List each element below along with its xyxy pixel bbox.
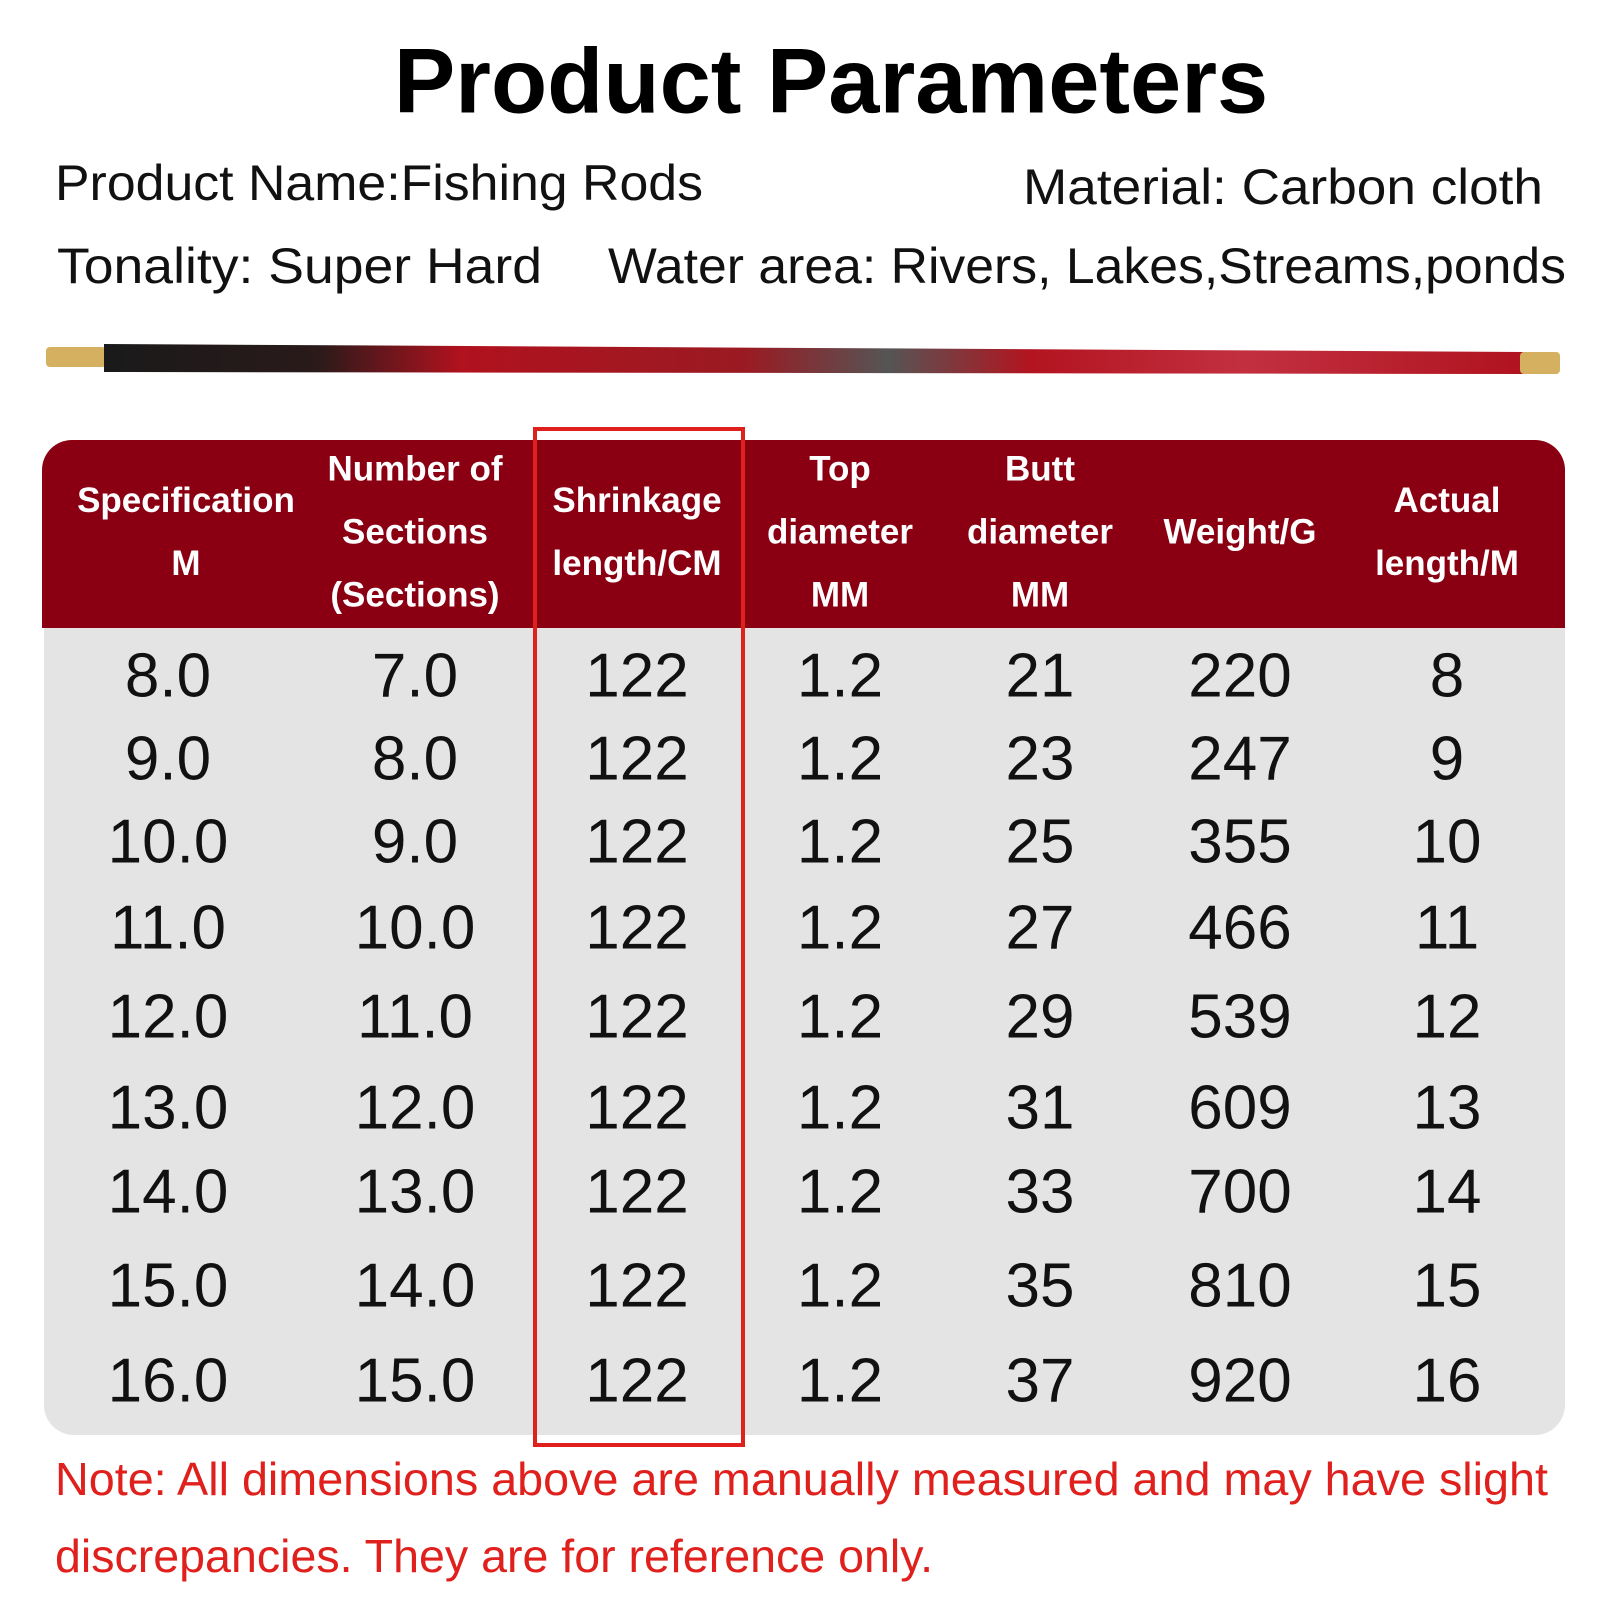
- table-cell: 15.0: [355, 1346, 476, 1415]
- table-cell: 13.0: [355, 1157, 476, 1226]
- table-cell: 355: [1188, 807, 1291, 876]
- table-cell: 31: [1006, 1073, 1075, 1142]
- table-cell: 122: [585, 893, 688, 962]
- table-cell: 810: [1188, 1251, 1291, 1320]
- table-cell: 8: [1430, 641, 1464, 710]
- table-cell: 14: [1413, 1157, 1482, 1226]
- column-header: MM: [1011, 575, 1069, 614]
- table-cell: 12: [1413, 982, 1482, 1051]
- table-cell: 8.0: [125, 641, 211, 710]
- table-cell: 122: [585, 982, 688, 1051]
- table-cell: 33: [1006, 1157, 1075, 1226]
- table-cell: 1.2: [797, 641, 883, 710]
- table-cell: 12.0: [355, 1073, 476, 1142]
- rod-image: [46, 344, 1560, 374]
- table-cell: 7.0: [372, 641, 458, 710]
- table-cell: 539: [1188, 982, 1291, 1051]
- highlight-box: [533, 427, 745, 1447]
- table-cell: 700: [1188, 1157, 1291, 1226]
- table-cell: 1.2: [797, 724, 883, 793]
- column-header: length/M: [1375, 544, 1519, 583]
- column-header: diameter: [967, 512, 1113, 551]
- table-cell: 21: [1006, 641, 1075, 710]
- table-cell: 14.0: [355, 1251, 476, 1320]
- table-cell: 122: [585, 1157, 688, 1226]
- table-cell: 122: [585, 1073, 688, 1142]
- table-cell: 9: [1430, 724, 1464, 793]
- rod-cap: [46, 347, 106, 367]
- column-header: M: [171, 544, 200, 583]
- table-cell: 10: [1413, 807, 1482, 876]
- table-cell: 122: [585, 641, 688, 710]
- table-cell: 10.0: [108, 807, 229, 876]
- table-cell: 15: [1413, 1251, 1482, 1320]
- water-area: Water area: Rivers, Lakes,Streams,ponds: [608, 238, 1566, 294]
- table-cell: 27: [1006, 893, 1075, 962]
- table-cell: 11.0: [357, 982, 473, 1051]
- table-cell: 122: [585, 1251, 688, 1320]
- table-cell: 11.0: [110, 893, 226, 962]
- rod-body: [104, 344, 1530, 374]
- table-cell: 9.0: [125, 724, 211, 793]
- column-header: length/CM: [552, 544, 721, 583]
- column-header: MM: [811, 575, 869, 614]
- table-cell: 920: [1188, 1346, 1291, 1415]
- column-header: Sections: [342, 512, 488, 551]
- table-cell: 12.0: [108, 982, 229, 1051]
- table-cell: 15.0: [108, 1251, 229, 1320]
- table-cell: 1.2: [797, 1251, 883, 1320]
- table-cell: 247: [1188, 724, 1291, 793]
- column-header: Actual: [1394, 481, 1501, 520]
- table-cell: 25: [1006, 807, 1075, 876]
- table-cell: 1.2: [797, 1073, 883, 1142]
- table-cell: 13: [1413, 1073, 1482, 1142]
- column-header: (Sections): [330, 575, 499, 614]
- product-name: Product Name:Fishing Rods: [55, 155, 703, 211]
- note-line: discrepancies. They are for reference on…: [55, 1530, 933, 1582]
- column-header: Shrinkage: [552, 481, 721, 520]
- note-line: Note: All dimensions above are manually …: [55, 1453, 1548, 1505]
- table-cell: 8.0: [372, 724, 458, 793]
- table-cell: 1.2: [797, 893, 883, 962]
- column-header: diameter: [767, 512, 913, 551]
- table-body-bg: [44, 628, 1565, 1435]
- table-cell: 13.0: [108, 1073, 229, 1142]
- title: Product Parameters: [394, 30, 1268, 132]
- table-cell: 1.2: [797, 982, 883, 1051]
- table-cell: 16.0: [108, 1346, 229, 1415]
- table-cell: 122: [585, 724, 688, 793]
- table-cell: 9.0: [372, 807, 458, 876]
- table-cell: 1.2: [797, 807, 883, 876]
- rod-cap: [1520, 352, 1560, 374]
- table-cell: 609: [1188, 1073, 1291, 1142]
- table-cell: 466: [1188, 893, 1291, 962]
- column-header: Number of: [328, 449, 503, 488]
- tonality: Tonality: Super Hard: [57, 238, 542, 294]
- table-header-bg: [42, 440, 1565, 628]
- table-cell: 11: [1415, 893, 1479, 962]
- table-cell: 122: [585, 1346, 688, 1415]
- column-header: Top: [809, 449, 871, 488]
- table-cell: 10.0: [355, 893, 476, 962]
- table: Specification M Number of Sections (Sections…: [77, 449, 1519, 1415]
- table-cell: 35: [1006, 1251, 1075, 1320]
- column-header: Butt: [1005, 449, 1075, 488]
- column-header: Specification: [77, 481, 295, 520]
- column-header: Weight/G: [1164, 512, 1317, 551]
- table-cell: 16: [1413, 1346, 1482, 1415]
- table-cell: 1.2: [797, 1157, 883, 1226]
- table-cell: 1.2: [797, 1346, 883, 1415]
- table-cell: 122: [585, 807, 688, 876]
- table-cell: 220: [1188, 641, 1291, 710]
- material: Material: Carbon cloth: [1023, 159, 1543, 215]
- table-cell: 29: [1006, 982, 1075, 1051]
- table-cell: 14.0: [108, 1157, 229, 1226]
- table-cell: 23: [1006, 724, 1075, 793]
- table-cell: 37: [1006, 1346, 1075, 1415]
